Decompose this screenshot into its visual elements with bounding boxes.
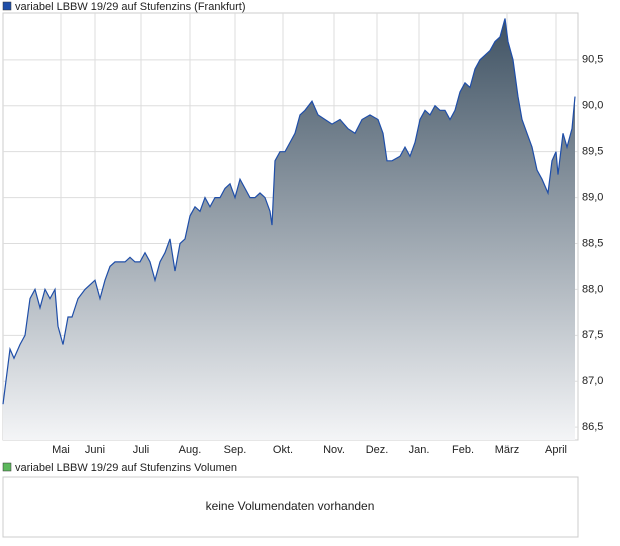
- volume-message: keine Volumendaten vorhanden: [206, 499, 375, 513]
- volume-frame: [2, 476, 579, 538]
- y-tick-label: 88,0: [582, 283, 603, 295]
- x-tick-label: Sep.: [224, 444, 247, 456]
- y-tick-label: 86,5: [582, 421, 603, 433]
- legend-label: variabel LBBW 19/29 auf Stufenzins (Fran…: [15, 1, 246, 13]
- y-tick-label: 87,5: [582, 329, 603, 341]
- y-tick-label: 87,0: [582, 375, 603, 387]
- x-tick-label: April: [545, 444, 567, 456]
- y-tick-label: 89,5: [582, 146, 603, 158]
- x-tick-label: Aug.: [179, 444, 202, 456]
- price-line: [2, 18, 576, 405]
- x-tick-label: Jan.: [409, 444, 430, 456]
- y-tick-label: 90,0: [582, 100, 603, 112]
- legend-swatch: [2, 1, 12, 11]
- legend-label: variabel LBBW 19/29 auf Stufenzins Volum…: [15, 462, 237, 474]
- y-tick-label: 89,0: [582, 191, 603, 203]
- x-tick-label: Nov.: [323, 444, 345, 456]
- x-tick-label: Okt.: [273, 444, 293, 456]
- legend-swatch: [2, 462, 12, 472]
- x-tick-label: Mai: [52, 444, 70, 456]
- x-tick-label: Juni: [85, 444, 105, 456]
- x-tick-label: Dez.: [366, 444, 389, 456]
- y-tick-label: 88,5: [582, 237, 603, 249]
- x-tick-label: Juli: [133, 444, 150, 456]
- area-fill: [3, 18, 575, 440]
- x-tick-label: März: [495, 444, 519, 456]
- y-tick-label: 90,5: [582, 54, 603, 66]
- x-tick-label: Feb.: [452, 444, 474, 456]
